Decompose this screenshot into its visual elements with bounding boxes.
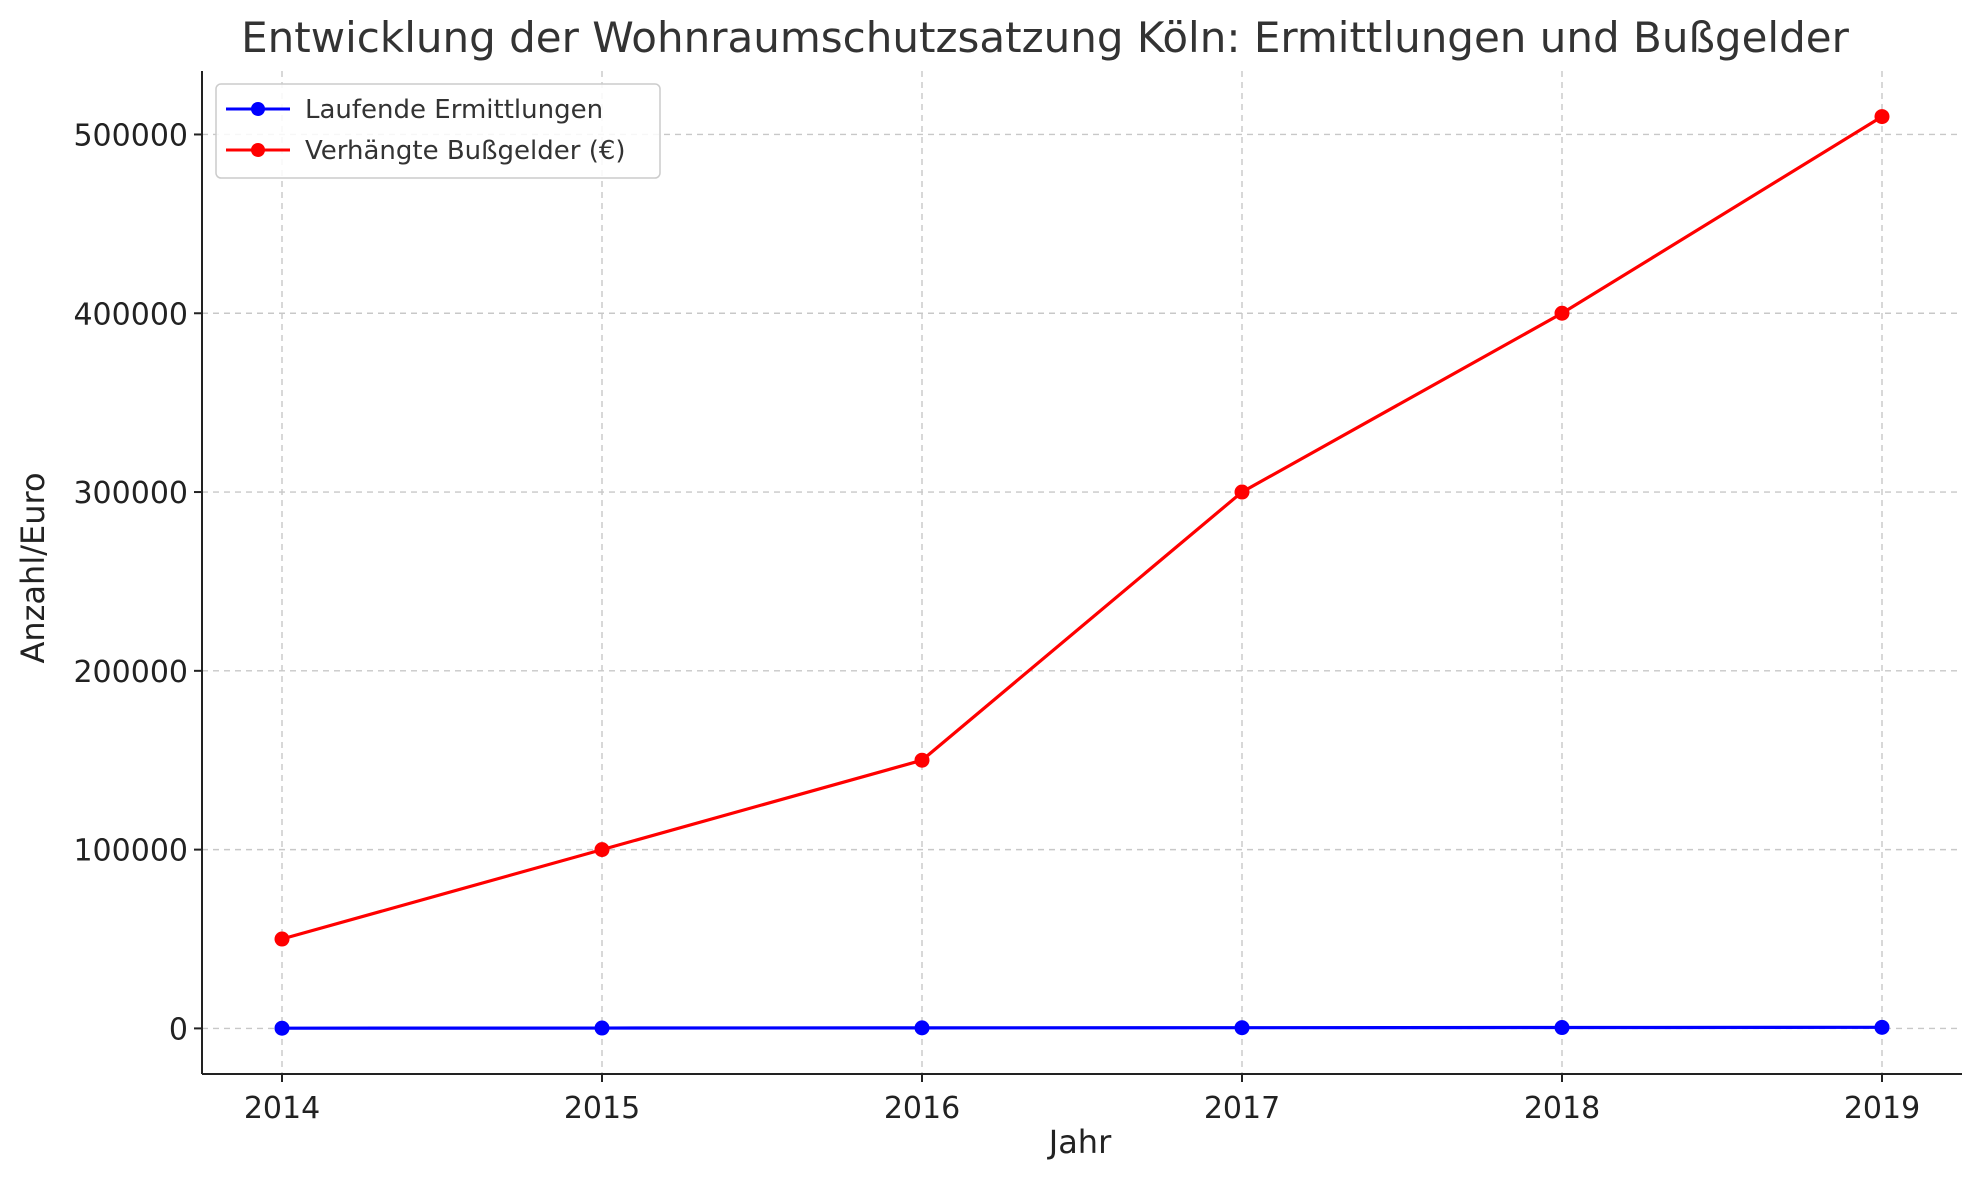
x-axis-label: Jahr xyxy=(1047,1123,1112,1161)
axes: 2014 2015 2016 2017 2018 2019 0 100000 200000 300… xyxy=(73,71,1962,1126)
y-tick-label: 0 xyxy=(169,1012,188,1047)
x-tick-label: 2019 xyxy=(1844,1091,1920,1126)
legend-marker-laufende-ermittlungen xyxy=(251,102,265,116)
chart-title: Entwicklung der Wohnraumschutzsatzung Kö… xyxy=(241,13,1849,62)
series-line-0 xyxy=(281,1025,1883,1030)
data-point-series-1 xyxy=(1874,109,1890,125)
legend-marker-verhaengte-bussgelder xyxy=(251,143,265,157)
data-point-series-1 xyxy=(594,842,610,858)
data-point-series-0 xyxy=(1554,1020,1570,1036)
y-tick-label: 100000 xyxy=(73,834,188,869)
y-tick-label: 400000 xyxy=(73,297,188,332)
legend-frame xyxy=(215,83,661,179)
y-tick-label: 300000 xyxy=(73,476,188,511)
data-point-series-0 xyxy=(594,1020,610,1036)
series-line-1 xyxy=(281,115,1883,941)
x-tick-label: 2014 xyxy=(244,1091,320,1126)
data-point-series-1 xyxy=(1234,484,1250,500)
data-point-series-0 xyxy=(914,1020,930,1036)
legend-label-laufende-ermittlungen: Laufende Ermittlungen xyxy=(305,95,603,125)
data-point-series-0 xyxy=(274,1020,290,1036)
legend-label-verhaengte-bussgelder: Verhängte Bußgelder (€) xyxy=(305,136,626,166)
y-axis-label: Anzahl/Euro xyxy=(14,472,52,663)
x-tick-label: 2017 xyxy=(1204,1091,1280,1126)
data-point-series-0 xyxy=(1874,1019,1890,1035)
y-tick-label: 500000 xyxy=(73,118,188,153)
x-tick-label: 2015 xyxy=(564,1091,640,1126)
series-layer xyxy=(274,109,1890,1036)
y-tick-label: 200000 xyxy=(73,655,188,690)
grid xyxy=(202,71,1962,1074)
x-tick-label: 2018 xyxy=(1524,1091,1600,1126)
x-tick-label: 2016 xyxy=(884,1091,960,1126)
data-point-series-0 xyxy=(1234,1020,1250,1036)
data-point-series-1 xyxy=(274,931,290,947)
legend: Laufende Ermittlungen Verhängte Bußgelde… xyxy=(215,83,661,179)
data-point-series-1 xyxy=(1554,305,1570,321)
data-point-series-1 xyxy=(914,752,930,768)
